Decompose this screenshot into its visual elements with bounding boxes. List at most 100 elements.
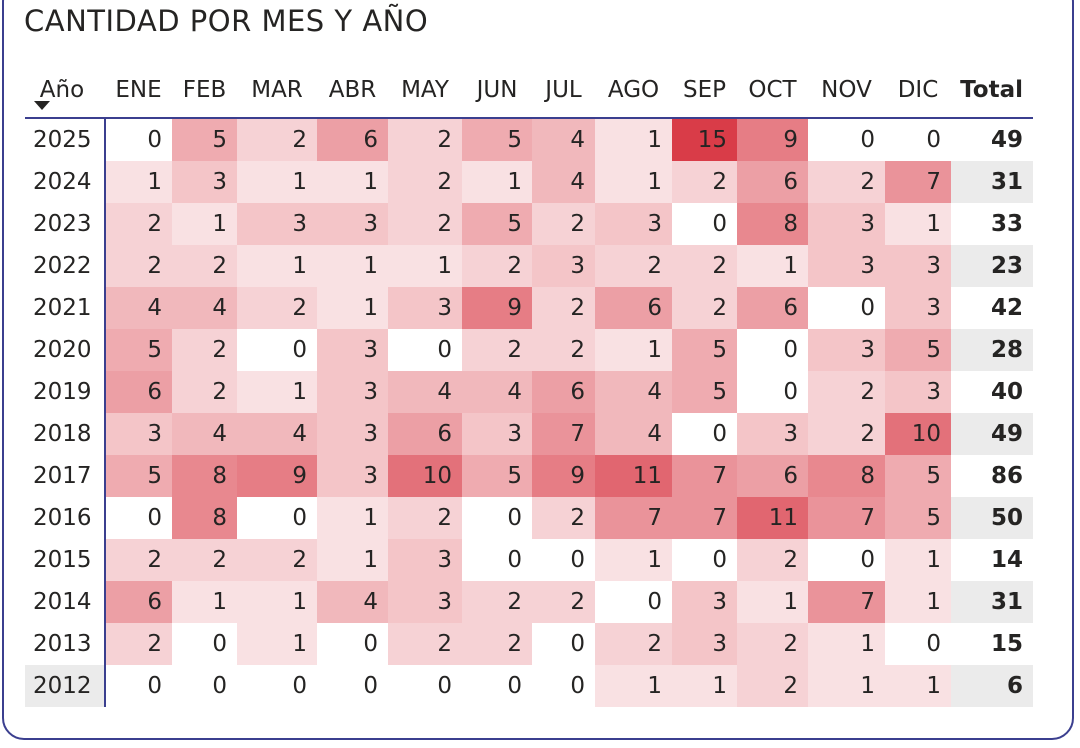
value-cell: 4 bbox=[532, 118, 595, 161]
value-cell: 4 bbox=[172, 413, 237, 455]
value-cell: 0 bbox=[105, 665, 172, 707]
total-cell: 6 bbox=[951, 665, 1033, 707]
column-header: ENE bbox=[105, 62, 172, 119]
row: 2017 5 8 9 3 10 5 9 11 7 6 8 5 86 bbox=[25, 455, 1033, 497]
year-cell: 2023 bbox=[25, 203, 106, 245]
value-cell: 3 bbox=[462, 413, 532, 455]
value-cell: 3 bbox=[317, 371, 388, 413]
value-cell: 6 bbox=[317, 118, 388, 161]
title: CANTIDAD POR MES Y AÑO bbox=[24, 4, 429, 38]
value-cell: 7 bbox=[808, 581, 885, 623]
value-cell: 2 bbox=[532, 581, 595, 623]
value-cell: 7 bbox=[532, 413, 595, 455]
value-cell: 0 bbox=[172, 665, 237, 707]
row: 2012 0 0 0 0 0 0 0 1 1 2 1 1 6 bbox=[25, 665, 1033, 707]
year-cell: 2013 bbox=[25, 623, 106, 665]
value-cell: 1 bbox=[595, 539, 672, 581]
value-cell: 5 bbox=[885, 455, 951, 497]
value-cell: 5 bbox=[672, 329, 737, 371]
value-cell: 8 bbox=[172, 455, 237, 497]
total-cell: 33 bbox=[951, 203, 1033, 245]
column-header: AGO bbox=[595, 62, 672, 119]
value-cell: 0 bbox=[532, 539, 595, 581]
year-header[interactable]: Año bbox=[25, 62, 105, 119]
value-cell: 9 bbox=[737, 118, 808, 161]
row: 2014 6 1 1 4 3 2 2 0 3 1 7 1 31 bbox=[25, 581, 1033, 623]
value-cell: 1 bbox=[737, 581, 808, 623]
value-cell: 1 bbox=[172, 581, 237, 623]
column-header: MAY bbox=[388, 62, 462, 119]
total-cell: 49 bbox=[951, 413, 1033, 455]
row: 2022 2 2 1 1 1 2 3 2 2 1 3 3 23 bbox=[25, 245, 1033, 287]
value-cell: 2 bbox=[532, 287, 595, 329]
value-cell: 2 bbox=[737, 623, 808, 665]
year-cell: 2018 bbox=[25, 413, 106, 455]
value-cell: 4 bbox=[462, 371, 532, 413]
value-cell: 1 bbox=[317, 497, 388, 539]
value-cell: 1 bbox=[595, 665, 672, 707]
value-cell: 3 bbox=[172, 161, 237, 203]
value-cell: 1 bbox=[317, 245, 388, 287]
value-cell: 1 bbox=[317, 161, 388, 203]
total-cell: 86 bbox=[951, 455, 1033, 497]
value-cell: 11 bbox=[737, 497, 808, 539]
year-cell: 2020 bbox=[25, 329, 106, 371]
column-header: Total bbox=[951, 62, 1033, 119]
value-cell: 3 bbox=[388, 539, 462, 581]
total-cell: 28 bbox=[951, 329, 1033, 371]
value-cell: 4 bbox=[105, 287, 172, 329]
value-cell: 1 bbox=[317, 539, 388, 581]
value-cell: 0 bbox=[388, 329, 462, 371]
value-cell: 0 bbox=[672, 539, 737, 581]
value-cell: 1 bbox=[885, 203, 951, 245]
value-cell: 3 bbox=[388, 287, 462, 329]
value-cell: 2 bbox=[172, 539, 237, 581]
value-cell: 0 bbox=[462, 665, 532, 707]
value-cell: 5 bbox=[105, 329, 172, 371]
value-cell: 5 bbox=[885, 329, 951, 371]
year-cell: 2019 bbox=[25, 371, 106, 413]
row: 2023 2 1 3 3 2 5 2 3 0 8 3 1 33 bbox=[25, 203, 1033, 245]
heatmap-table: Año ENE FEB MAR ABR MAY JUN JUL AGO SEP OCT NOV DIC T… bbox=[25, 62, 1033, 707]
value-cell: 2 bbox=[462, 623, 532, 665]
value-cell: 1 bbox=[105, 161, 172, 203]
value-cell: 3 bbox=[885, 245, 951, 287]
column-header: NOV bbox=[808, 62, 885, 119]
value-cell: 9 bbox=[532, 455, 595, 497]
year-cell: 2025 bbox=[25, 118, 106, 161]
value-cell: 3 bbox=[737, 413, 808, 455]
value-cell: 2 bbox=[237, 118, 317, 161]
value-cell: 2 bbox=[105, 203, 172, 245]
value-cell: 1 bbox=[808, 623, 885, 665]
value-cell: 0 bbox=[885, 118, 951, 161]
value-cell: 6 bbox=[532, 371, 595, 413]
year-cell: 2014 bbox=[25, 581, 106, 623]
value-cell: 2 bbox=[462, 245, 532, 287]
value-cell: 6 bbox=[737, 287, 808, 329]
total-cell: 14 bbox=[951, 539, 1033, 581]
year-cell: 2021 bbox=[25, 287, 106, 329]
value-cell: 8 bbox=[172, 497, 237, 539]
value-cell: 3 bbox=[317, 203, 388, 245]
value-cell: 0 bbox=[808, 118, 885, 161]
value-cell: 0 bbox=[462, 497, 532, 539]
column-header: JUL bbox=[532, 62, 595, 119]
value-cell: 0 bbox=[172, 623, 237, 665]
value-cell: 2 bbox=[388, 497, 462, 539]
value-cell: 5 bbox=[462, 203, 532, 245]
value-cell: 0 bbox=[737, 329, 808, 371]
value-cell: 5 bbox=[462, 118, 532, 161]
value-cell: 2 bbox=[672, 287, 737, 329]
value-cell: 5 bbox=[672, 371, 737, 413]
total-cell: 15 bbox=[951, 623, 1033, 665]
value-cell: 4 bbox=[388, 371, 462, 413]
value-cell: 2 bbox=[808, 413, 885, 455]
value-cell: 2 bbox=[388, 161, 462, 203]
value-cell: 0 bbox=[105, 118, 172, 161]
value-cell: 2 bbox=[237, 539, 317, 581]
value-cell: 2 bbox=[808, 161, 885, 203]
total-cell: 31 bbox=[951, 581, 1033, 623]
value-cell: 2 bbox=[237, 287, 317, 329]
value-cell: 4 bbox=[595, 371, 672, 413]
